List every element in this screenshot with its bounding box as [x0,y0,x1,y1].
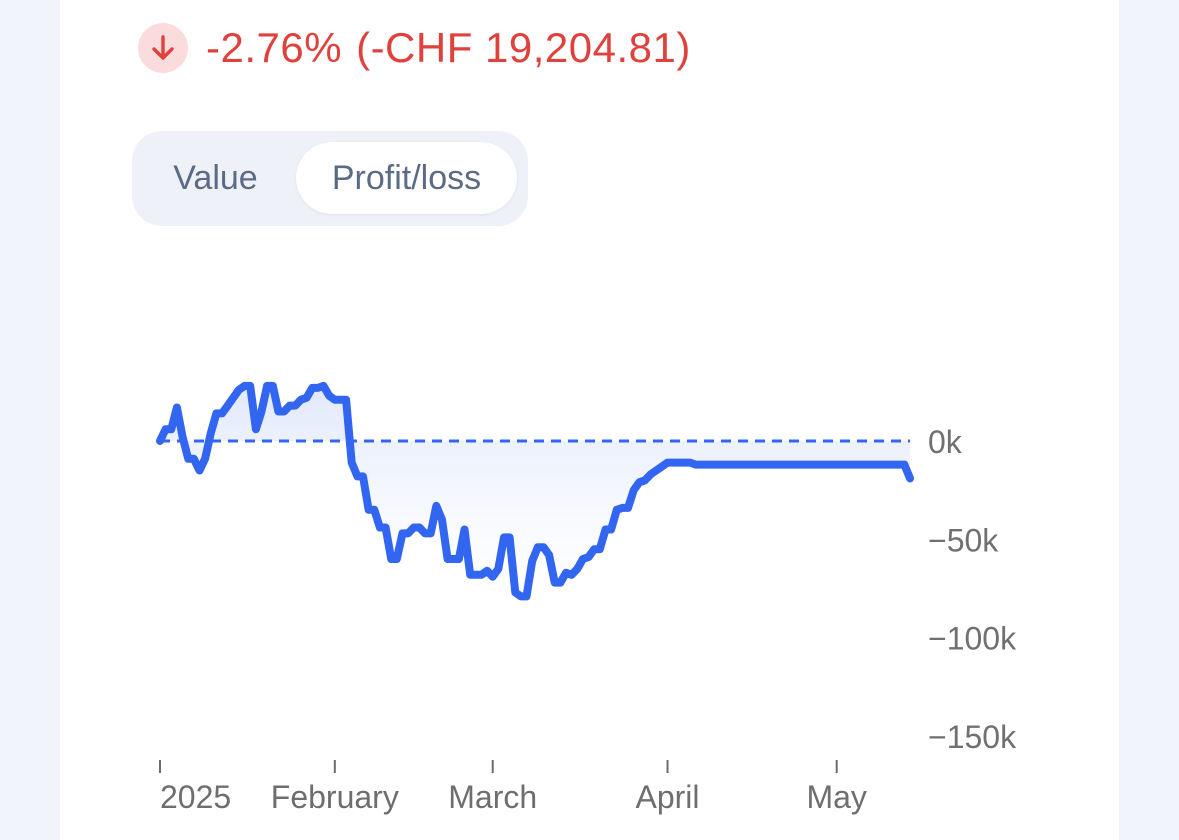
series-line [156,381,914,601]
percent-change: -2.76% [206,24,343,71]
x-tick-label: March [448,779,537,815]
arrow-down-icon [138,23,188,73]
y-tick-label: −50k [928,522,999,558]
x-tick-label: 2025 [160,779,231,815]
y-tick-label: 0k [928,424,963,460]
performance-summary: -2.76% (-CHF 19,204.81) [138,20,691,76]
toggle-value-button[interactable]: Value [173,158,258,197]
x-tick-label: April [636,779,700,815]
x-tick-label: February [271,779,399,815]
chart-mode-toggle: Value Profit/loss [132,131,528,226]
y-tick-label: −150k [928,719,1017,755]
x-tick-label: May [806,779,866,815]
y-tick-label: −100k [928,621,1017,657]
amount-change: (-CHF 19,204.81) [356,24,691,71]
toggle-profit-loss-button[interactable]: Profit/loss [296,142,517,214]
change-text: -2.76% (-CHF 19,204.81) [206,24,691,72]
